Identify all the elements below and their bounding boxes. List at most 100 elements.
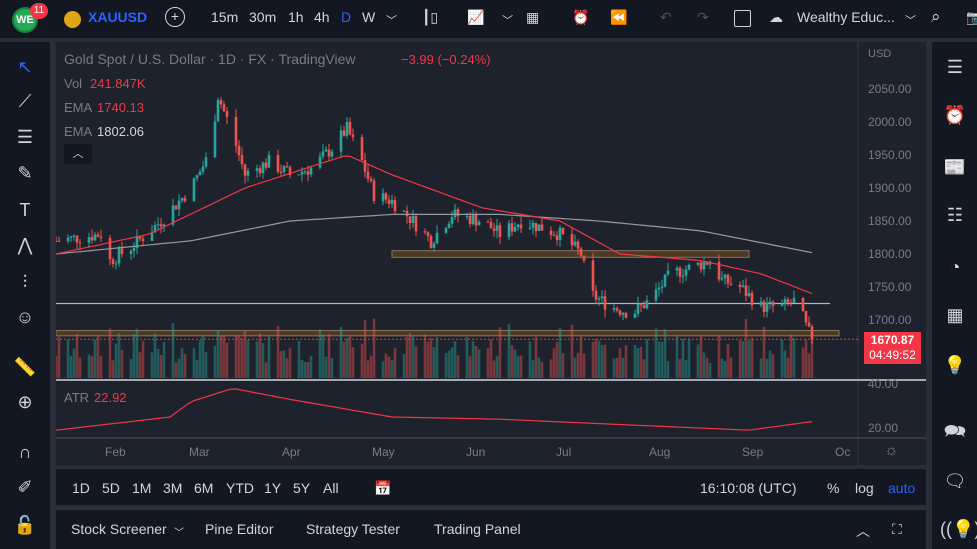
tab-strategy-tester[interactable]: Strategy Tester (306, 521, 400, 537)
ema-fast-value: 1740.13 (97, 100, 144, 115)
volume-bar (639, 347, 643, 378)
alarm-clock-icon[interactable]: ⏰ (943, 105, 967, 125)
tab-trading-panel[interactable]: Trading Panel (434, 521, 521, 537)
volume-bar (666, 361, 670, 378)
volume-bar (216, 329, 220, 378)
candle-body (339, 130, 343, 152)
brush-icon[interactable]: ✎ (17, 163, 33, 183)
tab-stock-screener[interactable]: Stock Screener (71, 521, 167, 537)
templates-grid-icon[interactable]: ▦ (526, 9, 540, 25)
candles-icon[interactable]: ┃▯ (422, 9, 439, 25)
range-5Y[interactable]: 5Y (293, 480, 311, 496)
candle-body (285, 166, 289, 168)
volume-bar (381, 361, 385, 378)
layout-name[interactable]: Wealthy Educ... (797, 9, 895, 25)
calendar-icon[interactable]: ▦ (946, 305, 964, 325)
support-zone (56, 330, 840, 337)
candle-body (702, 262, 706, 270)
volume-bar (477, 349, 481, 378)
trendline-icon[interactable]: ⟋ (18, 91, 32, 111)
volume-bar (162, 342, 166, 378)
maximize-icon[interactable]: ⛶ (892, 521, 902, 537)
range-YTD[interactable]: YTD (226, 480, 254, 496)
watchlist-icon[interactable]: ☰ (946, 57, 964, 77)
volume-bar (402, 353, 406, 378)
volume-bar (327, 334, 331, 378)
range-6M[interactable]: 6M (194, 480, 214, 496)
range-1D[interactable]: 1D (72, 480, 90, 496)
calendar-list-icon[interactable]: ☷ (946, 205, 964, 225)
price-chart[interactable]: 2050.00 2000.00 1950.00 1900.00 1850.00 1800.… (56, 42, 926, 465)
settings-gear-icon[interactable]: ☼ (884, 442, 899, 459)
magnet-icon[interactable]: ∩ (18, 442, 32, 462)
candle-body (309, 167, 313, 175)
chevron-up-icon[interactable]: ︿ (856, 523, 870, 539)
symbol-search[interactable]: XAUUSD (88, 9, 148, 25)
volume-bar (72, 348, 76, 378)
volume-bar (747, 340, 751, 378)
chart-area[interactable]: 2050.00 2000.00 1950.00 1900.00 1850.00 1800.… (56, 42, 926, 465)
candle-body (219, 100, 223, 105)
volume-bar (549, 359, 553, 378)
chat-icon[interactable]: 🗨 (943, 471, 967, 491)
range-1M[interactable]: 1M (132, 480, 152, 496)
log-toggle[interactable]: log (855, 480, 874, 496)
ruler-icon[interactable]: 📏 (13, 357, 37, 377)
volume-bar (96, 335, 100, 378)
candle-body (705, 262, 709, 265)
chevron-down-icon[interactable]: ﹀ (174, 528, 184, 539)
range-3M[interactable]: 3M (163, 480, 183, 496)
chevron-down-icon[interactable]: ﹀ (905, 15, 916, 27)
indicators-icon[interactable]: 📈 (467, 9, 485, 25)
news-icon[interactable]: 📰 (943, 157, 967, 177)
chevron-down-icon[interactable]: ﹀ (502, 15, 513, 27)
tab-pine-editor[interactable]: Pine Editor (205, 521, 274, 537)
go-to-date-icon[interactable]: 📅 (374, 480, 392, 496)
cloud-icon[interactable]: ☁ (769, 9, 783, 25)
interval-30m[interactable]: 30m (249, 9, 277, 25)
compare-add-icon[interactable]: + (165, 7, 185, 27)
range-1Y[interactable]: 1Y (264, 480, 282, 496)
range-All[interactable]: All (323, 480, 339, 496)
candle-body (726, 274, 730, 284)
chats-icon[interactable]: 🗪 (943, 421, 967, 441)
horizontal-lines-icon[interactable]: ☰ (16, 127, 34, 147)
lock-icon[interactable]: 🔓 (13, 515, 37, 535)
interval-D[interactable]: D (341, 9, 352, 25)
candle-body (276, 154, 280, 172)
interval-1h[interactable]: 1h (288, 9, 304, 25)
pattern-icon[interactable]: ⋀ (17, 235, 33, 255)
emoji-icon[interactable]: ☺ (15, 307, 35, 327)
volume-bar (792, 338, 796, 378)
search-icon[interactable]: ⌕ (931, 7, 941, 26)
forecast-icon[interactable]: ⫶ (22, 272, 28, 292)
replay-icon[interactable]: ⏪ (610, 9, 628, 25)
zoom-in-icon[interactable]: ⊕ (17, 392, 33, 412)
auto-toggle[interactable]: auto (888, 480, 916, 496)
range-5D[interactable]: 5D (102, 480, 120, 496)
currency-select[interactable]: USD (868, 48, 892, 60)
text-icon[interactable]: T (19, 200, 31, 220)
chevron-down-icon[interactable]: ﹀ (386, 15, 397, 27)
clock[interactable]: 16:10:08 (UTC) (700, 480, 797, 496)
interval-15m[interactable]: 15m (211, 9, 239, 25)
volume-bar (720, 358, 724, 378)
volume-bar (351, 347, 355, 378)
lock-drawing-icon[interactable]: ✐ (17, 477, 33, 497)
cursor-icon[interactable]: ↖ (17, 57, 33, 77)
candle-body (159, 224, 163, 227)
percent-toggle[interactable]: % (827, 480, 840, 496)
alert-icon[interactable]: ⏰ (572, 9, 590, 25)
volume-bar (537, 357, 541, 378)
collapse-legend-button[interactable]: ︿ (64, 144, 92, 164)
redo-icon[interactable]: ↷ (697, 9, 709, 25)
streams-icon[interactable]: ((💡)) (940, 519, 977, 539)
camera-icon[interactable]: 📷 (966, 9, 977, 25)
interval-4h[interactable]: 4h (314, 9, 330, 25)
ideas-bulb-icon[interactable]: 💡 (943, 355, 967, 375)
undo-icon[interactable]: ↶ (660, 9, 672, 25)
candle-body (468, 216, 472, 225)
fullscreen-square-icon[interactable] (734, 10, 751, 27)
interval-W[interactable]: W (362, 9, 376, 25)
hotlists-icon[interactable]: ◔ (949, 257, 961, 277)
